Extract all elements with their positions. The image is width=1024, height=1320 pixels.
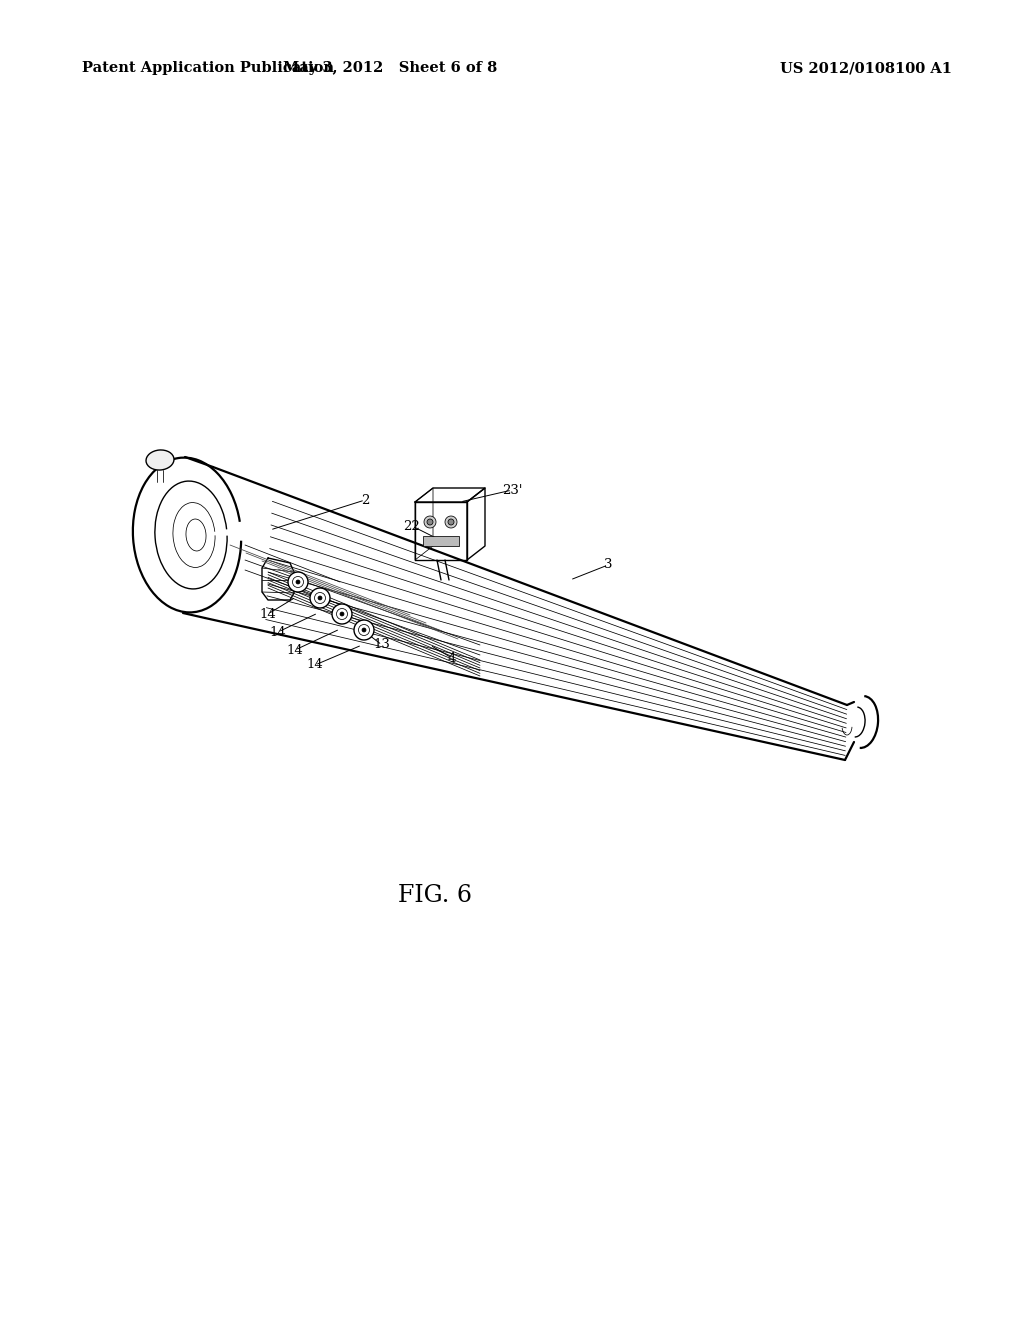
Text: US 2012/0108100 A1: US 2012/0108100 A1 bbox=[780, 61, 952, 75]
Text: 14: 14 bbox=[260, 607, 276, 620]
Ellipse shape bbox=[318, 597, 322, 601]
Ellipse shape bbox=[314, 593, 326, 603]
Ellipse shape bbox=[310, 587, 330, 609]
Text: 3: 3 bbox=[604, 558, 612, 572]
Text: Patent Application Publication: Patent Application Publication bbox=[82, 61, 334, 75]
Text: 14: 14 bbox=[269, 626, 287, 639]
Ellipse shape bbox=[337, 609, 347, 619]
Text: 14: 14 bbox=[287, 644, 303, 656]
Ellipse shape bbox=[146, 450, 174, 470]
Ellipse shape bbox=[293, 577, 303, 587]
Text: 13: 13 bbox=[374, 639, 390, 652]
Text: 4: 4 bbox=[447, 652, 456, 664]
Ellipse shape bbox=[358, 624, 370, 635]
Text: May 3, 2012   Sheet 6 of 8: May 3, 2012 Sheet 6 of 8 bbox=[283, 61, 497, 75]
Text: 22: 22 bbox=[403, 520, 421, 532]
Ellipse shape bbox=[427, 519, 433, 525]
Ellipse shape bbox=[424, 516, 436, 528]
Text: 23': 23' bbox=[502, 483, 522, 496]
Ellipse shape bbox=[449, 519, 454, 525]
Ellipse shape bbox=[296, 579, 300, 583]
Ellipse shape bbox=[362, 628, 366, 632]
Text: FIG. 6: FIG. 6 bbox=[398, 883, 472, 907]
Text: 2: 2 bbox=[360, 494, 370, 507]
Ellipse shape bbox=[354, 620, 374, 640]
Ellipse shape bbox=[288, 572, 308, 591]
Ellipse shape bbox=[332, 605, 352, 624]
Text: 14: 14 bbox=[306, 659, 324, 672]
FancyBboxPatch shape bbox=[423, 536, 459, 546]
Ellipse shape bbox=[340, 612, 344, 616]
Ellipse shape bbox=[445, 516, 457, 528]
